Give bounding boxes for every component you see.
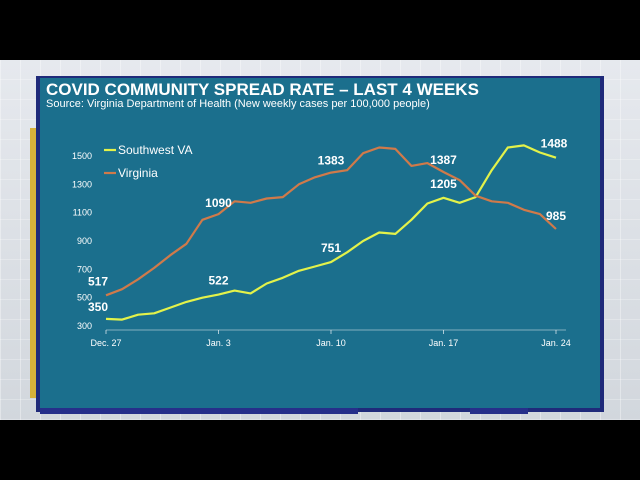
data-label: 522 xyxy=(208,274,228,288)
data-label: 1205 xyxy=(430,177,457,191)
data-label: 1090 xyxy=(205,196,232,210)
data-label: 517 xyxy=(88,274,108,288)
accent-stripe-blue xyxy=(40,408,358,414)
data-label: 350 xyxy=(88,300,108,314)
accent-stripe-blue-right xyxy=(470,408,528,414)
y-tick-label: 300 xyxy=(77,321,92,331)
legend-label: Southwest VA xyxy=(118,143,192,157)
x-tick-label: Jan. 10 xyxy=(316,338,346,348)
y-tick-label: 700 xyxy=(77,264,92,274)
data-label: 1387 xyxy=(430,153,457,167)
chart-panel xyxy=(40,78,600,408)
x-tick-label: Jan. 24 xyxy=(541,338,571,348)
series-line-virginia xyxy=(105,146,557,297)
data-label: 751 xyxy=(321,241,341,255)
series-line-southwest-va xyxy=(105,144,557,321)
data-label: 985 xyxy=(546,209,566,223)
y-tick-label: 500 xyxy=(77,293,92,303)
x-tick-label: Dec. 27 xyxy=(90,338,121,348)
y-tick-label: 900 xyxy=(77,236,92,246)
chart-subtitle: Source: Virginia Department of Health (N… xyxy=(46,98,430,110)
y-tick-label: 1500 xyxy=(72,151,92,161)
y-tick-label: 1300 xyxy=(72,179,92,189)
chart-title: COVID COMMUNITY SPREAD RATE – LAST 4 WEE… xyxy=(46,80,479,99)
legend-label: Virginia xyxy=(118,166,158,180)
data-label: 1488 xyxy=(541,137,568,151)
data-label: 1383 xyxy=(318,154,345,168)
accent-stripe-yellow xyxy=(30,128,36,398)
x-tick-label: Jan. 3 xyxy=(206,338,231,348)
y-tick-label: 1100 xyxy=(73,208,92,218)
x-tick-label: Jan. 17 xyxy=(429,338,459,348)
